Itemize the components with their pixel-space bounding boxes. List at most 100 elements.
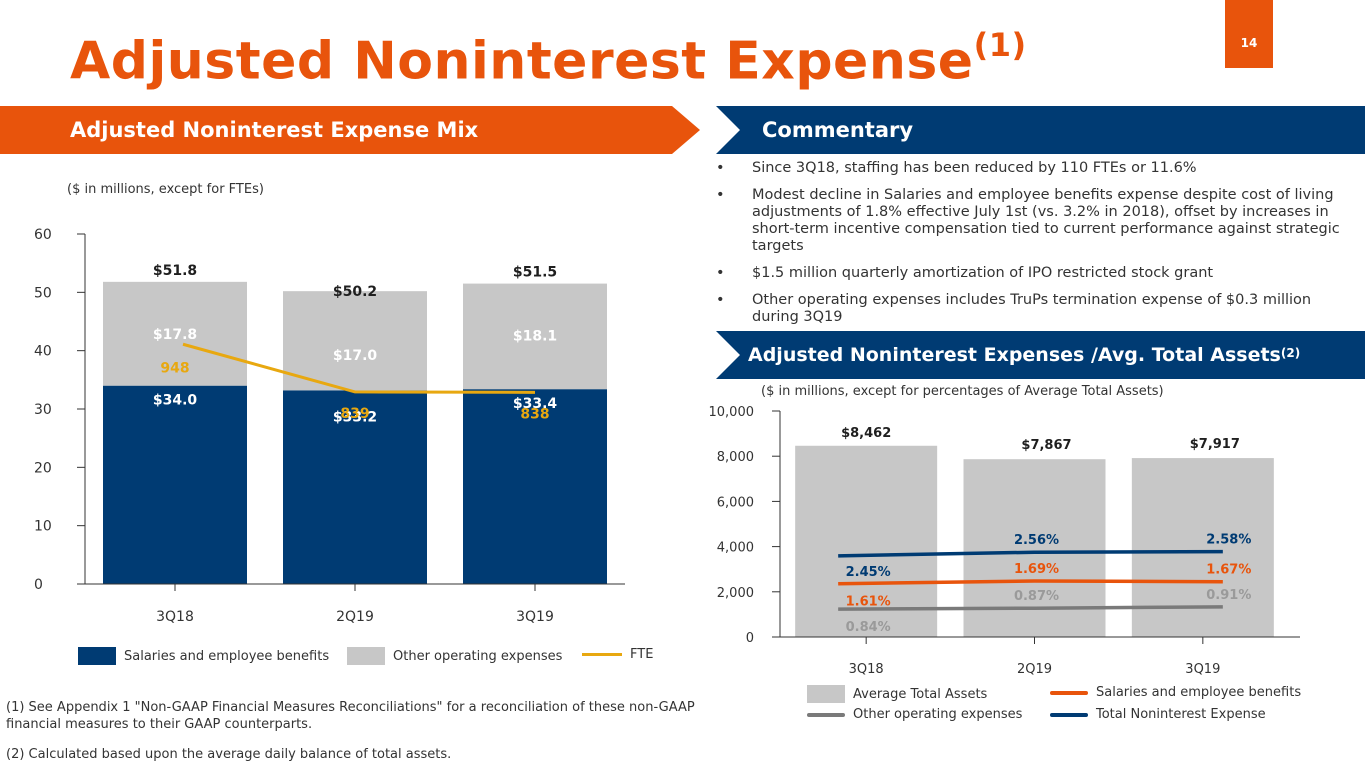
legend-swatch-salaries-ratio bbox=[1050, 690, 1088, 695]
y-tick-label: 10,000 bbox=[709, 405, 755, 420]
legend-label-salaries-ratio: Salaries and employee benefits bbox=[1096, 685, 1302, 700]
bullet-icon: • bbox=[716, 265, 725, 281]
y-tick-label: 4,000 bbox=[717, 541, 754, 556]
commentary-text: Other operating expenses includes TruPs … bbox=[752, 292, 1312, 325]
assets-ratio-banner: Adjusted Noninterest Expenses /Avg. Tota… bbox=[716, 331, 1365, 379]
bar-avg-assets bbox=[795, 445, 938, 637]
bar-salaries bbox=[463, 389, 607, 584]
commentary-item: • Since 3Q18, staffing has been reduced b… bbox=[716, 160, 1356, 177]
commentary-item: • $1.5 million quarterly amortization of … bbox=[716, 265, 1356, 282]
fte-line bbox=[182, 342, 536, 394]
other-ratio-value-label: 0.91% bbox=[1206, 588, 1251, 603]
total-ratio-value-label: 2.45% bbox=[846, 565, 891, 580]
commentary-banner: Commentary bbox=[716, 106, 1365, 154]
bar-other bbox=[103, 281, 247, 386]
x-tick-label: 3Q19 bbox=[1185, 662, 1220, 677]
total-value-label: $51.5 bbox=[513, 265, 557, 281]
commentary-item: • Other operating expenses includes TruPs… bbox=[716, 292, 1356, 326]
bar-salaries bbox=[103, 385, 247, 584]
total-ratio-value-label: 2.56% bbox=[1014, 533, 1059, 548]
commentary-text: $1.5 million quarterly amortization of I… bbox=[752, 265, 1214, 281]
salaries-value-label: $33.2 bbox=[333, 409, 377, 425]
legend-label-salaries: Salaries and employee benefits bbox=[124, 648, 330, 664]
bar-other bbox=[463, 283, 607, 390]
legend-fte: FTE bbox=[582, 647, 653, 662]
other-value-label: $17.0 bbox=[333, 348, 378, 364]
x-tick-label: 3Q18 bbox=[156, 609, 194, 625]
avg-assets-value-label: $7,867 bbox=[1021, 438, 1071, 453]
commentary-text: Since 3Q18, staffing has been reduced by… bbox=[752, 160, 1197, 176]
footnote-1: (1) See Appendix 1 "Non-GAAP Financial M… bbox=[6, 700, 695, 732]
legend-label-total-ratio: Total Noninterest Expense bbox=[1096, 707, 1266, 722]
legend-swatch-other bbox=[347, 647, 385, 665]
legend-total-ratio: Total Noninterest Expense bbox=[1050, 707, 1266, 722]
salaries-ratio-value-label: 1.69% bbox=[1014, 562, 1059, 577]
assets-ratio-subtitle: ($ in millions, except for percentages o… bbox=[761, 384, 1164, 399]
y-tick-label: 30 bbox=[34, 402, 52, 418]
other-ratio-value-label: 0.84% bbox=[846, 620, 891, 635]
salaries-ratio-value-label: 1.61% bbox=[846, 595, 891, 610]
other-value-label: $17.8 bbox=[153, 327, 197, 343]
x-tick-label: 3Q19 bbox=[516, 609, 554, 625]
total-value-label: $50.2 bbox=[333, 284, 377, 300]
y-tick-label: 0 bbox=[746, 631, 754, 646]
total-ratio-value-label: 2.58% bbox=[1206, 533, 1251, 548]
bar-salaries bbox=[283, 390, 427, 584]
avg-assets-value-label: $8,462 bbox=[841, 426, 891, 441]
commentary-list: • Since 3Q18, staffing has been reduced b… bbox=[716, 160, 1356, 336]
y-tick-label: 0 bbox=[34, 577, 43, 593]
bar-avg-assets bbox=[1131, 458, 1274, 637]
page-number: 14 bbox=[1225, 0, 1273, 68]
fte-value-label: 838 bbox=[520, 406, 549, 422]
other-value-label: $18.1 bbox=[513, 329, 557, 345]
x-tick-label: 3Q18 bbox=[849, 662, 884, 677]
salaries-ratio-value-label: 1.67% bbox=[1206, 563, 1251, 578]
legend-swatch-avg-assets bbox=[807, 685, 845, 703]
total-value-label: $51.8 bbox=[153, 263, 197, 279]
legend-swatch-salaries bbox=[78, 647, 116, 665]
x-tick-label: 2Q19 bbox=[1017, 662, 1052, 677]
expense-mix-subtitle: ($ in millions, except for FTEs) bbox=[67, 182, 264, 197]
avg-assets-value-label: $7,917 bbox=[1190, 437, 1240, 452]
legend-swatch-total-ratio bbox=[1050, 712, 1088, 717]
assets-ratio-chart: 0 2,000 4,000 6,000 8,000 10,000 $8,462 3Q18 $7,… bbox=[709, 405, 1300, 677]
y-tick-label: 50 bbox=[34, 285, 52, 301]
footnote-2: (2) Calculated based upon the average da… bbox=[6, 747, 452, 762]
y-tick-label: 10 bbox=[34, 519, 52, 535]
expense-mix-chart: 0 10 20 30 40 50 60 $34.0 $17.8 $51.8 3Q18 948 $33.2… bbox=[34, 227, 625, 625]
legend-label-fte: FTE bbox=[630, 647, 654, 662]
other-ratio-value-label: 0.87% bbox=[1014, 589, 1059, 604]
salaries-ratio-line bbox=[838, 579, 1223, 586]
legend-salaries-ratio: Salaries and employee benefits bbox=[1050, 685, 1301, 700]
page-title-text: Adjusted Noninterest Expense bbox=[70, 31, 974, 92]
commentary-banner-text: Commentary bbox=[762, 118, 914, 142]
legend-other-ratio: Other operating expenses bbox=[807, 707, 1022, 722]
expense-mix-banner-text: Adjusted Noninterest Expense Mix bbox=[70, 118, 479, 142]
bullet-icon: • bbox=[716, 160, 725, 176]
other-ratio-line bbox=[838, 605, 1223, 611]
legend-swatch-fte bbox=[582, 653, 622, 656]
fte-value-label: 839 bbox=[340, 406, 369, 422]
x-tick-label: 2Q19 bbox=[336, 609, 374, 625]
commentary-text: Modest decline in Salaries and employee … bbox=[752, 187, 1340, 254]
page-title: Adjusted Noninterest Expense(1) bbox=[70, 26, 1027, 92]
y-tick-label: 60 bbox=[34, 227, 52, 243]
legend-label-avg-assets: Average Total Assets bbox=[853, 686, 988, 702]
legend-salaries: Salaries and employee benefits bbox=[78, 647, 329, 665]
assets-ratio-footnote-ref: (2) bbox=[1280, 346, 1301, 360]
y-tick-label: 8,000 bbox=[717, 450, 754, 465]
page-title-footnote-ref: (1) bbox=[973, 26, 1027, 64]
bullet-icon: • bbox=[716, 292, 725, 308]
commentary-item: • Modest decline in Salaries and employee… bbox=[716, 187, 1356, 255]
legend-label-other: Other operating expenses bbox=[393, 648, 563, 664]
legend-other: Other operating expenses bbox=[347, 647, 562, 665]
expense-mix-banner: Adjusted Noninterest Expense Mix bbox=[0, 106, 700, 154]
total-ratio-line bbox=[838, 549, 1223, 558]
legend-swatch-other-ratio bbox=[807, 712, 845, 717]
legend-avg-assets: Average Total Assets bbox=[807, 685, 987, 703]
y-tick-label: 20 bbox=[34, 460, 52, 476]
bar-other bbox=[283, 291, 427, 391]
assets-ratio-banner-text: Adjusted Noninterest Expenses /Avg. Tota… bbox=[748, 344, 1281, 366]
legend-label-other-ratio: Other operating expenses bbox=[853, 707, 1023, 722]
fte-value-label: 948 bbox=[160, 360, 189, 376]
